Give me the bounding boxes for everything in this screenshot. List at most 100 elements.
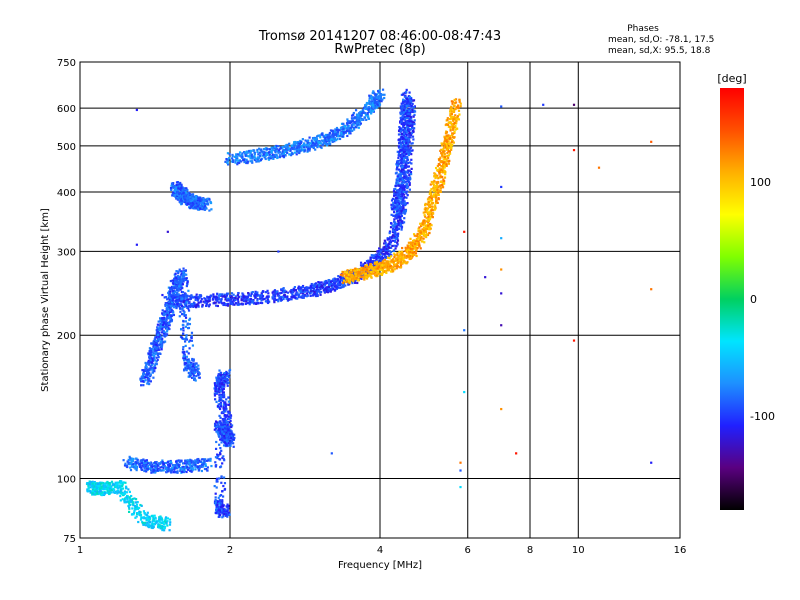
data-point: [285, 297, 288, 300]
data-point: [319, 145, 322, 149]
data-point: [451, 134, 454, 137]
data-point: [440, 165, 443, 168]
data-point: [180, 283, 183, 286]
data-point: [369, 100, 372, 103]
data-point: [405, 104, 408, 108]
data-point: [134, 460, 137, 463]
data-point: [266, 153, 269, 156]
data-point: [411, 124, 414, 127]
data-point: [251, 301, 254, 304]
data-point: [184, 292, 187, 296]
data-point: [182, 276, 185, 279]
data-point: [127, 462, 130, 465]
data-point: [439, 190, 442, 193]
data-point: [452, 141, 455, 144]
data-point: [177, 289, 180, 292]
data-point: [398, 266, 401, 269]
data-point: [370, 273, 373, 276]
data-point: [298, 140, 301, 143]
data-point: [301, 296, 304, 299]
data-point: [393, 254, 396, 257]
data-point: [177, 287, 180, 290]
data-point: [398, 141, 401, 144]
data-point: [182, 267, 185, 270]
data-point: [158, 468, 161, 472]
data-point: [389, 243, 392, 246]
data-point: [321, 132, 324, 135]
data-point: [236, 163, 239, 166]
data-point: [131, 462, 135, 466]
data-point: [390, 199, 394, 202]
data-point: [288, 298, 292, 301]
data-point: [256, 298, 259, 301]
data-point: [386, 260, 389, 263]
data-point: [402, 134, 406, 137]
data-point: [151, 357, 154, 360]
data-point: [307, 286, 310, 290]
data-point: [311, 141, 315, 144]
data-point: [399, 174, 402, 177]
data-point: [402, 104, 405, 108]
data-point: [447, 146, 450, 150]
data-point: [396, 210, 399, 213]
data-point: [140, 380, 143, 383]
data-point: [435, 176, 438, 179]
data-point: [315, 144, 318, 147]
data-point: [403, 126, 406, 130]
data-point: [395, 193, 398, 197]
data-point: [240, 160, 243, 163]
data-point: [360, 110, 363, 113]
data-point: [390, 270, 393, 273]
data-point: [145, 373, 148, 376]
data-point: [342, 123, 345, 126]
data-point: [367, 265, 370, 269]
data-point: [336, 130, 339, 133]
data-point: [356, 279, 359, 282]
data-point: [152, 357, 155, 360]
data-point: [401, 101, 405, 104]
data-point: [439, 184, 442, 187]
data-point: [366, 114, 369, 117]
data-point: [407, 180, 411, 183]
data-point: [430, 188, 433, 191]
data-point: [383, 266, 386, 269]
data-point: [170, 286, 173, 289]
data-point: [363, 265, 367, 268]
data-point: [442, 178, 445, 181]
data-point: [291, 293, 294, 296]
data-point: [144, 465, 147, 468]
data-point: [409, 252, 412, 255]
data-point: [258, 294, 261, 297]
data-point: [409, 247, 412, 250]
data-point: [332, 278, 335, 281]
data-point: [402, 181, 405, 184]
data-point: [203, 460, 206, 464]
data-point: [400, 182, 403, 185]
data-point: [256, 159, 260, 163]
data-point: [311, 284, 314, 287]
data-point: [168, 305, 171, 308]
data-point: [203, 459, 206, 462]
data-point: [402, 260, 405, 263]
data-point: [178, 294, 182, 297]
data-point: [160, 344, 164, 347]
data-point: [169, 459, 172, 463]
data-point: [336, 129, 339, 132]
data-point: [347, 121, 350, 124]
data-point: [155, 465, 158, 468]
data-point: [204, 299, 208, 302]
data-point: [355, 271, 359, 274]
data-point: [423, 222, 426, 225]
data-point: [251, 300, 254, 303]
data-point: [267, 151, 271, 154]
data-point: [379, 265, 383, 268]
data-point: [168, 324, 171, 327]
chart-title: Tromsø 20141207 08:46:00-08:47:43: [258, 29, 501, 44]
data-point: [326, 133, 329, 137]
data-point: [352, 113, 355, 116]
data-point: [397, 156, 400, 160]
data-point: [155, 343, 158, 346]
data-point: [313, 283, 316, 286]
data-point: [185, 273, 188, 276]
data-point: [430, 192, 433, 195]
